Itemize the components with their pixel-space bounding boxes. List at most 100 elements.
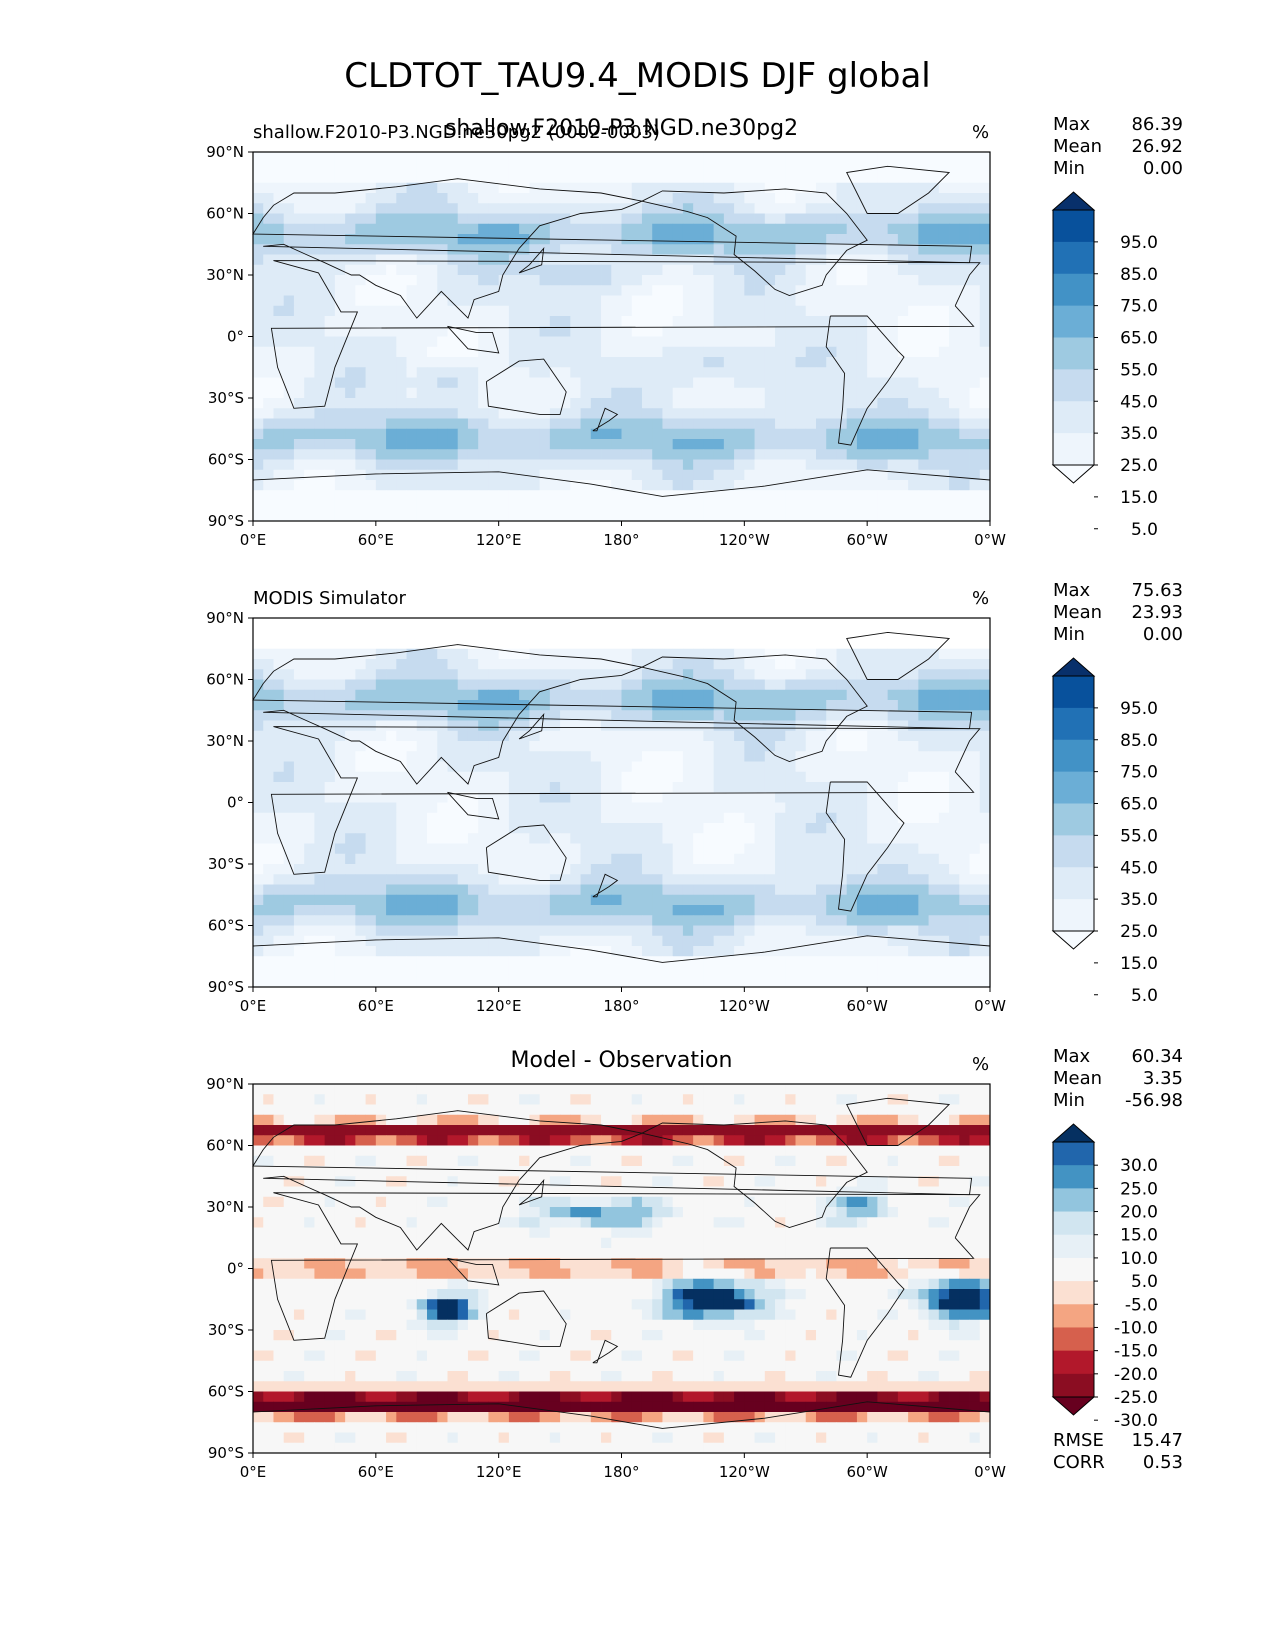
field-cell [672, 720, 684, 732]
field-cell [396, 751, 407, 762]
field-cell [621, 689, 633, 701]
field-cell [713, 679, 725, 691]
field-cell [478, 418, 489, 430]
field-cell [959, 802, 970, 814]
field-cell [560, 741, 571, 752]
field-cell [897, 751, 909, 762]
field-cell [427, 669, 438, 680]
field-cell [611, 244, 622, 255]
field-cell [815, 689, 827, 701]
field-cell [447, 336, 459, 348]
field-cell [693, 700, 704, 711]
field-cell [682, 802, 694, 814]
field-cell [652, 802, 663, 814]
field-cell [836, 316, 848, 327]
field-cell [775, 480, 786, 491]
field-cell [805, 628, 817, 639]
field-cell [826, 874, 837, 885]
field-cell [652, 792, 663, 803]
field-cell [570, 659, 581, 670]
field-cell [621, 874, 633, 885]
field-cell [519, 264, 530, 276]
field-cell [263, 490, 274, 501]
field-cell [826, 833, 837, 844]
field-cell [437, 500, 448, 512]
field-cell [406, 428, 418, 440]
field-cell [345, 213, 356, 225]
field-cell [406, 853, 418, 865]
field-cell [887, 853, 899, 865]
field-cell [805, 357, 817, 368]
field-cell [979, 162, 991, 173]
field-cell [734, 326, 745, 337]
field-cell [969, 771, 981, 783]
field-cell [713, 387, 725, 399]
field-cell [631, 172, 643, 184]
field-cell [908, 480, 919, 491]
field-cell [682, 398, 694, 409]
field-cell [815, 741, 827, 752]
field-cell [427, 244, 438, 255]
field-cell [785, 234, 796, 245]
field-cell [682, 387, 694, 399]
field-cell [365, 398, 377, 409]
field-cell [396, 264, 407, 276]
field-cell [416, 357, 428, 368]
field-cell [375, 915, 387, 926]
field-cell [734, 638, 745, 650]
field-cell [457, 689, 469, 701]
field-cell [805, 802, 817, 814]
field-cell [508, 234, 520, 245]
field-cell [549, 710, 561, 721]
field-cell [314, 203, 326, 214]
field-cell [856, 439, 868, 450]
field-cell [611, 884, 622, 896]
field-cell [263, 500, 274, 512]
field-cell [744, 469, 755, 481]
field-cell [795, 925, 807, 937]
field-cell [365, 689, 377, 701]
field-cell [580, 905, 592, 916]
field-cell [764, 285, 776, 296]
field-cell [887, 182, 899, 194]
field-cell [826, 894, 837, 906]
field-cell [652, 193, 663, 204]
field-cell [508, 761, 520, 773]
field-cell [703, 377, 715, 389]
field-cell [488, 172, 500, 184]
field-cell [570, 638, 581, 650]
field-cell [416, 172, 428, 184]
field-cell [457, 305, 469, 317]
field-cell [641, 254, 653, 266]
field-cell [908, 398, 919, 409]
field-cell [293, 398, 305, 409]
field-cell [590, 264, 602, 276]
field-cell [713, 408, 725, 419]
field-cell [826, 700, 837, 711]
field-cell [478, 500, 489, 512]
field-cell [693, 679, 704, 691]
field-cell [897, 782, 909, 793]
field-cell [652, 203, 663, 214]
field-cell [437, 935, 448, 947]
field-cell [314, 490, 326, 501]
field-cell [549, 833, 561, 844]
field-cell [723, 925, 735, 937]
field-cell [386, 172, 397, 184]
field-cell [549, 792, 561, 803]
field-cell [611, 864, 622, 875]
colorbar: 95.085.075.065.055.045.035.025.015.05.0 [1051, 191, 1158, 540]
field-cell [969, 305, 981, 317]
field-cell [488, 418, 500, 430]
field-cell [754, 490, 766, 501]
field-cell [273, 357, 285, 368]
field-cell [641, 812, 653, 824]
field-cell [723, 659, 735, 670]
field-cell [498, 812, 510, 824]
field-cell [314, 398, 326, 409]
field-cell [375, 244, 387, 255]
field-cell [631, 802, 643, 814]
field-cell [334, 741, 346, 752]
field-cell [652, 264, 663, 276]
field-cell [416, 884, 428, 896]
